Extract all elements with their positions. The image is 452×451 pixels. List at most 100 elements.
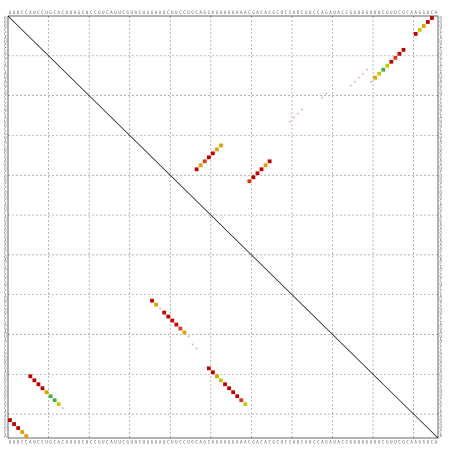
- right-nucleotide: G: [440, 155, 443, 160]
- right-nucleotide: U: [440, 51, 443, 56]
- base-pair-dot-lower: [61, 407, 64, 409]
- bottom-nucleotide: C: [82, 440, 85, 445]
- bottom-nucleotide: A: [435, 440, 438, 445]
- left-sequence-axis: GUUCCAUCCUGCACAUAGCUCCGUCAUUCGUACUGGAAUC…: [4, 15, 7, 438]
- base-pair-dot-lower: [178, 326, 183, 331]
- left-nucleotide: G: [4, 230, 7, 235]
- left-nucleotide: U: [4, 167, 7, 172]
- right-nucleotide: U: [440, 334, 443, 339]
- right-nucleotide: U: [440, 167, 443, 172]
- top-nucleotide: C: [41, 10, 44, 15]
- bottom-nucleotide: C: [341, 440, 344, 445]
- right-nucleotide: A: [440, 258, 443, 263]
- bottom-nucleotide: U: [390, 440, 393, 445]
- bottom-nucleotide: U: [187, 440, 190, 445]
- left-nucleotide: G: [4, 421, 7, 426]
- bottom-nucleotide: A: [293, 440, 296, 445]
- left-nucleotide: C: [4, 346, 7, 351]
- left-nucleotide: G: [4, 234, 7, 239]
- top-nucleotide: A: [240, 10, 243, 15]
- left-nucleotide: C: [4, 87, 7, 92]
- left-nucleotide: C: [4, 262, 7, 267]
- bottom-nucleotide: G: [98, 440, 101, 445]
- bottom-nucleotide: U: [45, 440, 48, 445]
- right-nucleotide: U: [440, 378, 443, 383]
- base-pair-dot-lower: [187, 335, 190, 338]
- left-nucleotide: U: [4, 19, 7, 24]
- top-nucleotide: A: [110, 10, 113, 15]
- base-pair-dot-lower: [20, 430, 25, 434]
- bottom-nucleotide: A: [29, 440, 32, 445]
- left-nucleotide: A: [4, 159, 7, 164]
- right-nucleotide: C: [440, 262, 443, 267]
- right-nucleotide: A: [440, 203, 443, 208]
- left-nucleotide: C: [4, 199, 7, 204]
- left-nucleotide: A: [4, 242, 7, 247]
- left-nucleotide: A: [4, 139, 7, 144]
- base-pair-dot-upper: [297, 112, 299, 115]
- top-nucleotide: U: [131, 10, 134, 15]
- right-nucleotide: C: [440, 278, 443, 283]
- top-nucleotide: G: [386, 10, 389, 15]
- right-nucleotide: U: [440, 282, 443, 287]
- right-nucleotide: G: [440, 274, 443, 279]
- right-nucleotide: U: [440, 175, 443, 180]
- right-nucleotide: C: [440, 286, 443, 291]
- left-nucleotide: C: [4, 67, 7, 72]
- right-nucleotide: C: [440, 87, 443, 92]
- bottom-nucleotide: C: [382, 440, 385, 445]
- base-pair-dot-lower: [159, 307, 161, 310]
- top-nucleotide: G: [126, 10, 129, 15]
- right-nucleotide: G: [440, 366, 443, 371]
- base-pair-dot-lower: [235, 394, 240, 399]
- right-nucleotide: G: [440, 417, 443, 422]
- base-pair-dot-upper: [259, 167, 264, 172]
- bottom-nucleotide: A: [337, 440, 340, 445]
- right-nucleotide: A: [440, 71, 443, 76]
- left-nucleotide: A: [4, 338, 7, 343]
- top-nucleotide: U: [143, 10, 146, 15]
- left-nucleotide: U: [4, 75, 7, 80]
- bottom-nucleotide: C: [301, 440, 304, 445]
- top-nucleotide: C: [25, 10, 28, 15]
- bottom-nucleotide: A: [370, 440, 373, 445]
- bottom-nucleotide: A: [66, 440, 69, 445]
- top-nucleotide: A: [57, 10, 60, 15]
- left-nucleotide: U: [4, 119, 7, 124]
- bottom-nucleotide: U: [114, 440, 117, 445]
- base-pair-dot-lower: [170, 318, 175, 323]
- bottom-nucleotide: C: [21, 440, 24, 445]
- left-nucleotide: C: [4, 250, 7, 255]
- bottom-nucleotide: C: [37, 440, 40, 445]
- top-nucleotide: C: [183, 10, 186, 15]
- left-nucleotide: C: [4, 314, 7, 319]
- right-nucleotide: G: [440, 230, 443, 235]
- left-nucleotide: A: [4, 214, 7, 219]
- top-nucleotide: U: [358, 10, 361, 15]
- base-pair-dot-upper: [362, 72, 364, 75]
- base-pair-dot-upper: [219, 143, 223, 148]
- left-nucleotide: G: [4, 195, 7, 200]
- base-pair-dot-lower: [24, 434, 29, 438]
- bottom-nucleotide: U: [309, 440, 312, 445]
- left-nucleotide: G: [4, 386, 7, 391]
- bottom-nucleotide: G: [354, 440, 357, 445]
- base-pair-dot-upper: [389, 59, 394, 64]
- right-nucleotide: A: [440, 410, 443, 415]
- bottom-nucleotide: G: [402, 440, 405, 445]
- right-nucleotide: C: [440, 47, 443, 52]
- bottom-nucleotide: G: [204, 440, 207, 445]
- bottom-nucleotide: C: [208, 440, 211, 445]
- right-nucleotide: A: [440, 79, 443, 84]
- left-nucleotide: C: [4, 183, 7, 188]
- right-nucleotide: C: [440, 67, 443, 72]
- bottom-nucleotide: U: [131, 440, 134, 445]
- left-nucleotide: G: [4, 155, 7, 160]
- base-pair-dot-lower: [195, 347, 198, 350]
- right-sequence-axis: GUUCCAUCCUGCACAUAGCUCCGUCAUUCGUACUGGAAUC…: [440, 15, 443, 438]
- left-nucleotide: U: [4, 39, 7, 44]
- bottom-nucleotide: C: [41, 440, 44, 445]
- bottom-nucleotide: G: [126, 440, 129, 445]
- right-nucleotide: A: [440, 163, 443, 168]
